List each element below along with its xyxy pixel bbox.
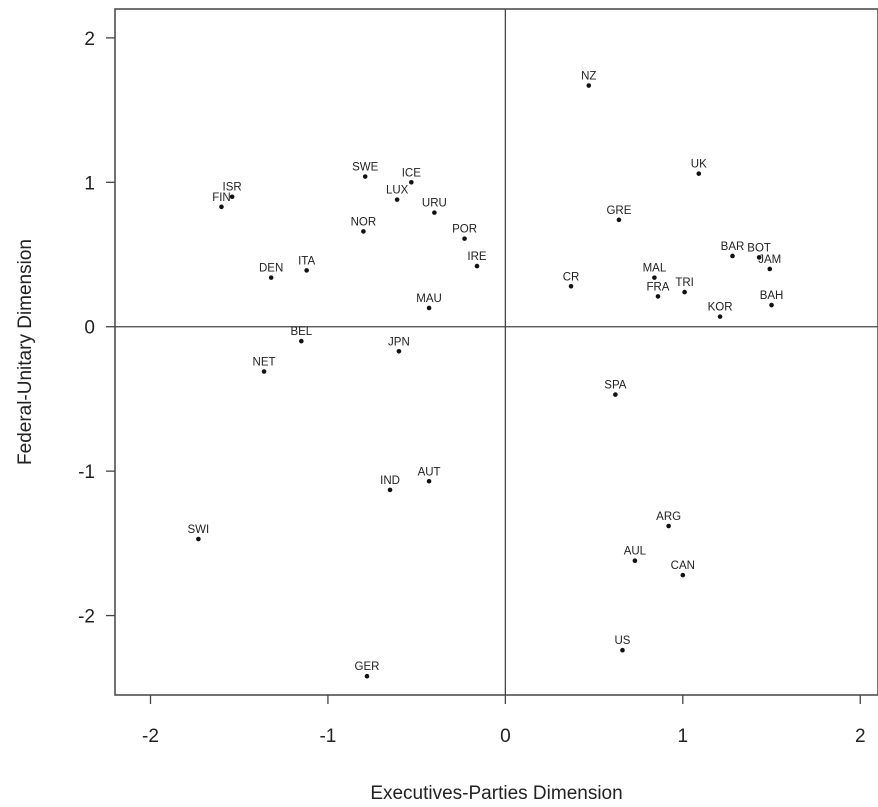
data-point: [432, 210, 437, 215]
data-point: [616, 217, 622, 223]
data-point: [268, 275, 274, 280]
data-point: [299, 338, 304, 344]
data-point-label: GER: [355, 661, 380, 673]
data-point-label: NET: [253, 356, 276, 368]
data-point-label: MAL: [643, 263, 667, 275]
data-point: [682, 289, 687, 295]
data-point-label: BAH: [760, 290, 784, 302]
data-point: [666, 523, 671, 529]
y-axis-title: Federal-Unitary Dimension: [15, 239, 36, 465]
data-point: [680, 572, 686, 578]
x-tick-label: -1: [319, 726, 336, 747]
x-tick-label: 1: [678, 726, 689, 747]
data-point: [586, 83, 592, 88]
data-point-label: UK: [691, 159, 707, 171]
data-point-label: CR: [563, 271, 580, 283]
y-tick-label: -1: [78, 462, 95, 483]
data-point-label: TRI: [675, 277, 694, 289]
data-point: [409, 180, 414, 185]
data-point: [261, 369, 267, 374]
data-point: [362, 174, 368, 179]
data-point-label: AUL: [624, 546, 647, 558]
data-point: [196, 536, 201, 542]
data-point-label: US: [614, 635, 630, 647]
data-point-label: SWE: [352, 162, 379, 174]
data-point-label: NOR: [351, 216, 377, 228]
data-point: [394, 197, 400, 202]
data-point: [717, 314, 723, 319]
data-point-label: JAM: [758, 254, 781, 266]
x-tick-label: 2: [855, 726, 866, 747]
data-point-label: KOR: [708, 302, 733, 314]
data-point: [364, 673, 370, 679]
data-point: [730, 253, 735, 259]
data-point: [652, 275, 657, 280]
data-point-label: URU: [422, 198, 447, 210]
data-point: [474, 263, 480, 269]
y-tick-label: 2: [84, 29, 95, 50]
y-axis: -2 -1 0 1 2: [78, 29, 115, 628]
data-point-label: FIN: [212, 192, 231, 204]
x-axis: -2 -1 0 1 2: [142, 695, 866, 747]
data-point: [756, 255, 762, 260]
data-point-label: FRA: [646, 281, 669, 293]
data-point-label: BAR: [721, 241, 745, 253]
data-point: [655, 294, 661, 299]
data-point: [696, 171, 702, 176]
data-point-label: MAU: [416, 293, 442, 305]
y-tick-label: 1: [84, 173, 95, 194]
data-point-label: ICE: [402, 167, 422, 179]
data-point-label: DEN: [259, 263, 283, 275]
data-point: [462, 236, 467, 241]
data-point: [396, 348, 402, 354]
data-point: [229, 194, 235, 200]
y-tick-label: -2: [78, 607, 95, 628]
data-point: [620, 647, 625, 653]
y-tick-label: 0: [84, 318, 95, 339]
data-point-label: NZ: [581, 71, 596, 83]
data-point: [304, 268, 309, 273]
x-tick-label: 0: [500, 726, 511, 747]
data-point: [613, 392, 618, 397]
data-point-label: GRE: [606, 205, 631, 217]
data-point-label: BEL: [290, 326, 312, 338]
x-axis-title: Executives-Parties Dimension: [370, 783, 622, 804]
data-point: [632, 558, 638, 563]
data-point-label: IND: [380, 475, 400, 487]
data-point: [361, 229, 366, 234]
data-point-label: AUT: [418, 466, 441, 478]
data-point-label: LUX: [386, 185, 409, 197]
data-point: [219, 204, 224, 210]
data-point: [767, 266, 773, 272]
data-point-label: CAN: [671, 560, 695, 572]
data-point-label: ARG: [656, 511, 681, 523]
data-point: [568, 283, 574, 289]
data-point: [426, 478, 432, 484]
data-point: [426, 305, 432, 311]
data-point-label: IRE: [467, 251, 487, 263]
plot-frame: [114, 8, 878, 696]
data-point-label: SPA: [604, 380, 626, 392]
data-point-label: ISR: [223, 182, 242, 194]
data-point-label: BOT: [747, 242, 771, 254]
x-tick-label: -2: [142, 726, 159, 747]
data-point: [387, 487, 393, 493]
data-point-label: POR: [452, 224, 477, 236]
data-point: [769, 302, 774, 308]
data-point-label: JPN: [388, 336, 410, 348]
data-point-label: SWI: [188, 524, 210, 536]
data-point-label: ITA: [298, 255, 315, 267]
